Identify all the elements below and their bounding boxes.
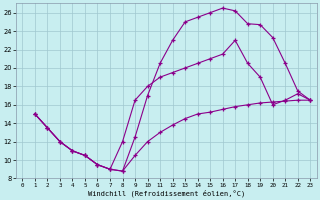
X-axis label: Windchill (Refroidissement éolien,°C): Windchill (Refroidissement éolien,°C) <box>88 189 245 197</box>
